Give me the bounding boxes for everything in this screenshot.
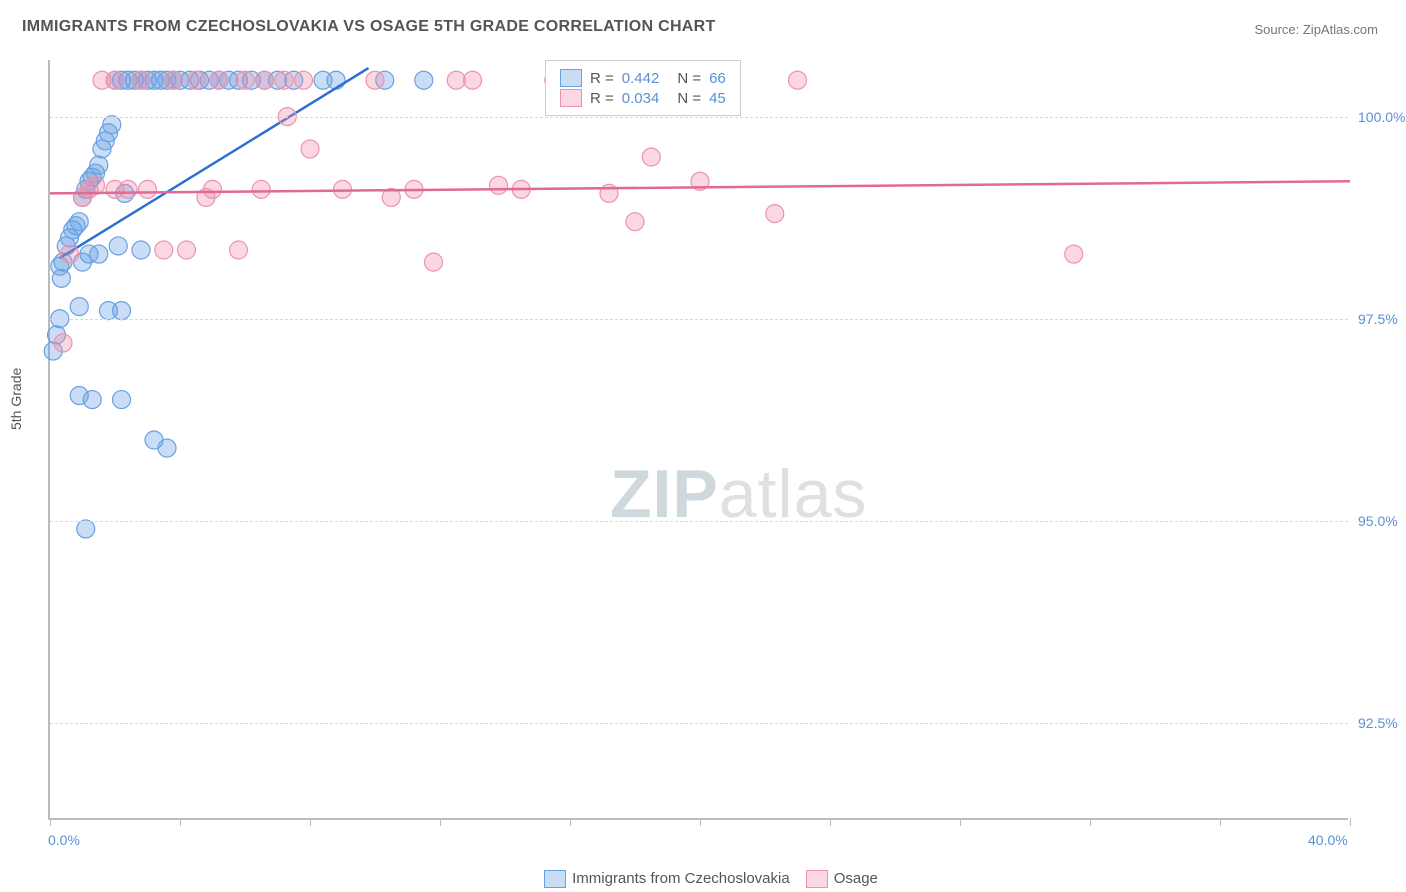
legend-n-label: N = <box>677 90 701 107</box>
scatter-point <box>204 180 222 198</box>
scatter-point <box>103 116 121 134</box>
scatter-point <box>52 269 70 287</box>
y-tick-label: 92.5% <box>1358 715 1398 731</box>
x-tick <box>50 818 51 826</box>
scatter-point <box>464 71 482 89</box>
scatter-point <box>70 213 88 231</box>
legend-swatch <box>560 89 582 107</box>
scatter-point <box>70 387 88 405</box>
scatter-point <box>210 71 228 89</box>
chart-stats-legend: R = 0.442 N = 66 R = 0.034 N = 45 <box>545 60 741 116</box>
scatter-point <box>90 245 108 263</box>
x-tick-label: 0.0% <box>48 832 80 848</box>
y-tick-label: 95.0% <box>1358 513 1398 529</box>
x-tick <box>700 818 701 826</box>
x-tick <box>1350 818 1351 826</box>
y-tick-label: 100.0% <box>1358 109 1405 125</box>
legend-r-label: R = <box>590 70 614 87</box>
scatter-point <box>70 298 88 316</box>
x-tick <box>180 818 181 826</box>
scatter-point <box>256 71 274 89</box>
scatter-point <box>236 71 254 89</box>
scatter-point <box>155 241 173 259</box>
scatter-point <box>132 71 150 89</box>
x-tick <box>310 818 311 826</box>
source-attribution: Source: ZipAtlas.com <box>1254 22 1378 37</box>
scatter-point <box>230 241 248 259</box>
scatter-point <box>789 71 807 89</box>
gridline-h <box>50 117 1348 118</box>
scatter-point <box>626 213 644 231</box>
gridline-h <box>50 521 1348 522</box>
x-tick <box>960 818 961 826</box>
legend-r-value: 0.442 <box>622 70 660 87</box>
scatter-point <box>113 391 131 409</box>
y-tick-label: 97.5% <box>1358 311 1398 327</box>
scatter-point <box>415 71 433 89</box>
gridline-h <box>50 723 1348 724</box>
legend-n-label: N = <box>677 70 701 87</box>
scatter-point <box>642 148 660 166</box>
scatter-chart-svg <box>50 60 1348 818</box>
chart-title: IMMIGRANTS FROM CZECHOSLOVAKIA VS OSAGE … <box>22 18 716 36</box>
bottom-legend-swatch <box>806 870 828 888</box>
scatter-point <box>132 241 150 259</box>
scatter-point <box>106 71 124 89</box>
scatter-point <box>109 237 127 255</box>
scatter-point <box>54 334 72 352</box>
scatter-point <box>77 520 95 538</box>
scatter-point <box>187 71 205 89</box>
bottom-legend-label: Immigrants from Czechoslovakia <box>572 870 790 887</box>
scatter-point <box>61 245 79 263</box>
legend-r-label: R = <box>590 90 614 107</box>
scatter-point <box>327 71 345 89</box>
scatter-point <box>490 176 508 194</box>
chart-plot-area: ZIPatlas <box>48 60 1348 820</box>
scatter-point <box>366 71 384 89</box>
legend-row: R = 0.034 N = 45 <box>560 89 726 107</box>
scatter-point <box>139 180 157 198</box>
y-axis-label: 5th Grade <box>8 368 24 430</box>
scatter-point <box>113 302 131 320</box>
bottom-legend-swatch <box>544 870 566 888</box>
scatter-point <box>425 253 443 271</box>
gridline-h <box>50 319 1348 320</box>
x-tick <box>1090 818 1091 826</box>
scatter-point <box>158 439 176 457</box>
scatter-point <box>119 180 137 198</box>
scatter-point <box>295 71 313 89</box>
scatter-point <box>252 180 270 198</box>
bottom-legend-label: Osage <box>834 870 878 887</box>
bottom-legend: Immigrants from Czechoslovakia Osage <box>0 870 1406 888</box>
x-tick <box>830 818 831 826</box>
scatter-point <box>275 71 293 89</box>
legend-swatch <box>560 69 582 87</box>
scatter-point <box>165 71 183 89</box>
source-label: Source: <box>1254 22 1302 37</box>
scatter-point <box>87 176 105 194</box>
scatter-point <box>178 241 196 259</box>
legend-r-value: 0.034 <box>622 90 660 107</box>
scatter-point <box>90 156 108 174</box>
scatter-point <box>301 140 319 158</box>
legend-n-value: 66 <box>709 70 726 87</box>
scatter-point <box>766 205 784 223</box>
legend-n-value: 45 <box>709 90 726 107</box>
scatter-point <box>1065 245 1083 263</box>
x-tick <box>440 818 441 826</box>
legend-row: R = 0.442 N = 66 <box>560 69 726 87</box>
x-tick-label: 40.0% <box>1308 832 1348 848</box>
x-tick <box>1220 818 1221 826</box>
source-name: ZipAtlas.com <box>1303 22 1378 37</box>
scatter-point <box>334 180 352 198</box>
scatter-point <box>447 71 465 89</box>
x-tick <box>570 818 571 826</box>
